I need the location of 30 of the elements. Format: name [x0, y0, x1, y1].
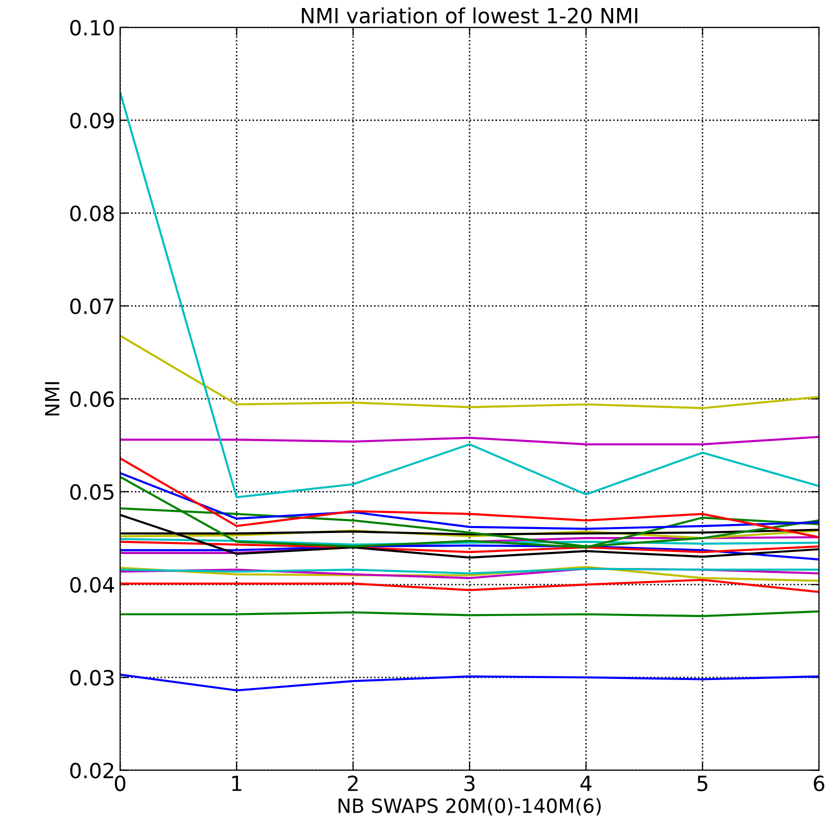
- y-tick-label: 0.08: [70, 206, 114, 222]
- y-tick-label: 0.06: [70, 391, 114, 408]
- y-tick-label: 0.05: [70, 484, 114, 500]
- y-tick-label: 0.03: [70, 670, 114, 686]
- x-tick-label: 5: [698, 776, 708, 792]
- x-tick-label: 1: [232, 776, 242, 791]
- y-tick-label: 0.07: [70, 298, 114, 314]
- x-axis-title: NB SWAPS 20M(0)-140M(6): [338, 798, 601, 816]
- line-series: [120, 578, 819, 593]
- line-series: [120, 91, 819, 498]
- line-series: [120, 457, 819, 538]
- line-series: [120, 472, 819, 530]
- line-series: [120, 334, 819, 410]
- y-tick-label: 0.09: [70, 112, 114, 128]
- y-tick-label: 0.04: [70, 576, 114, 593]
- x-tick-label: 2: [348, 775, 358, 791]
- line-series: [120, 544, 819, 560]
- y-axis-title: NMI: [45, 382, 60, 416]
- line-series: [120, 540, 819, 554]
- line-series: [120, 436, 819, 446]
- line-series: [120, 476, 819, 548]
- x-tick-label: 4: [580, 776, 592, 791]
- x-tick-label: 0: [114, 775, 126, 792]
- y-tick-label: 0.02: [70, 762, 114, 778]
- line-series: [120, 674, 819, 692]
- chart-title: NMI variation of lowest 1-20 NMI: [302, 7, 638, 24]
- line-series: [120, 530, 819, 540]
- y-tick-label: 0.10: [70, 20, 114, 36]
- x-tick-label: 3: [464, 775, 475, 792]
- x-tick-label: 6: [814, 775, 824, 792]
